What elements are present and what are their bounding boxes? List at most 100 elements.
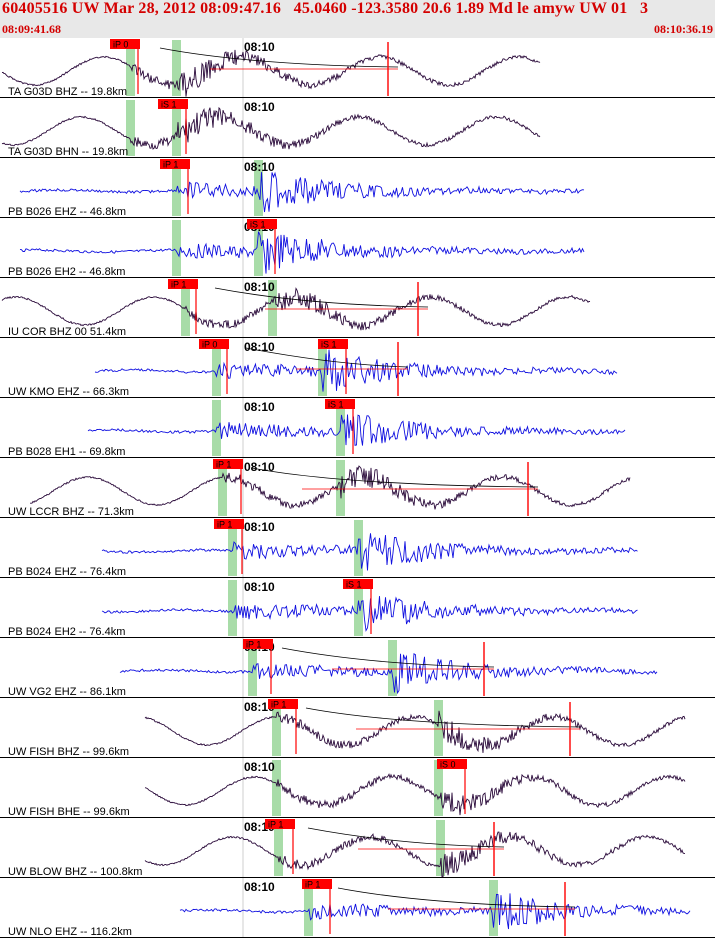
- pick-flag: [213, 459, 243, 469]
- pick-window: [436, 820, 445, 876]
- station-label: UW LCCR BHZ -- 71.3km: [8, 506, 134, 518]
- pick-window: [218, 460, 227, 516]
- waveform: [19, 231, 585, 274]
- station-label: PB B024 EHZ -- 76.4km: [8, 566, 126, 578]
- pick-flag: [318, 339, 348, 349]
- pick-flag: [437, 759, 467, 769]
- coda-curve: [307, 827, 505, 848]
- trace-row: 08:10 iS 1 TA G03D BHN -- 19.8km: [0, 98, 715, 158]
- pick-flag: [325, 399, 355, 409]
- trace-row: 08:10 iP 0 iS 1 UW KMO EHZ -- 66.3km: [0, 338, 715, 398]
- event-title: 60405516 UW Mar 28, 2012 08:09:47.16 45.…: [2, 0, 649, 17]
- station-label: UW FISH BHZ -- 99.6km: [8, 746, 129, 758]
- minute-label: 08:10: [244, 880, 275, 894]
- window-start-time: 08:09:41.68: [2, 22, 61, 36]
- pick-flag: [168, 279, 198, 289]
- waveform: [1, 106, 541, 150]
- coda-curve: [251, 467, 539, 488]
- minute-label: 08:10: [244, 580, 275, 594]
- pick-label: iS 0: [440, 760, 456, 770]
- pick-flag: [243, 639, 273, 649]
- station-label: UW BLOW BHZ -- 100.8km: [8, 866, 142, 878]
- pick-label: iP 1: [171, 280, 186, 290]
- pick-flag: [265, 819, 295, 829]
- pick-window: [434, 760, 443, 816]
- pick-label: iP 0: [113, 40, 128, 50]
- pick-window: [126, 100, 135, 156]
- pick-window: [268, 280, 277, 336]
- pick-label: iP 1: [305, 880, 320, 890]
- trace-row: 08:10 iP 0 TA G03D BHZ -- 19.8km: [0, 38, 715, 98]
- pick-label: iP 1: [246, 640, 261, 650]
- pick-label: iP 1: [217, 520, 232, 530]
- waveform: [119, 652, 658, 695]
- pick-label: iP 0: [202, 340, 217, 350]
- pick-label: iS 1: [346, 580, 362, 590]
- pick-window: [172, 40, 181, 96]
- minute-label: 08:10: [244, 100, 275, 114]
- waveform: [144, 773, 686, 816]
- pick-label: iS 1: [321, 340, 337, 350]
- station-label: PB B024 EH2 -- 76.4km: [8, 626, 125, 638]
- pick-window: [212, 340, 221, 396]
- pick-flag: [158, 99, 188, 109]
- minute-label: 08:10: [244, 520, 275, 534]
- pick-window: [254, 220, 263, 276]
- pick-window: [248, 640, 257, 696]
- pick-window: [126, 40, 135, 96]
- station-label: PB B028 EH1 -- 69.8km: [8, 446, 125, 458]
- coda-curve: [245, 347, 409, 368]
- pick-label: iS 1: [161, 100, 177, 110]
- pick-window: [318, 340, 327, 396]
- station-label: TA G03D BHZ -- 19.8km: [8, 86, 127, 98]
- coda-curve: [214, 287, 429, 308]
- pick-window: [274, 820, 283, 876]
- minute-label: 08:10: [244, 40, 275, 54]
- pick-window: [172, 220, 181, 276]
- minute-label: 08:10: [244, 340, 275, 354]
- pick-window: [272, 700, 281, 756]
- station-label: TA G03D BHN -- 19.8km: [8, 146, 128, 158]
- waveform: [94, 349, 618, 392]
- trace-row: 08:10 iS 1 PB B024 EH2 -- 76.4km: [0, 578, 715, 638]
- waveform: [30, 465, 631, 510]
- pick-flag: [160, 159, 190, 169]
- pick-window: [354, 580, 363, 636]
- pick-window: [304, 880, 313, 936]
- waveform: [1, 287, 591, 331]
- pick-label: iP 1: [216, 460, 231, 470]
- pick-label: iS 1: [328, 400, 344, 410]
- station-label: UW KMO EHZ -- 66.3km: [8, 386, 129, 398]
- pick-flag: [268, 699, 298, 709]
- waveform: [144, 710, 686, 753]
- waveform: [19, 171, 585, 213]
- waveform: [87, 414, 626, 446]
- station-label: PB B026 EH2 -- 46.8km: [8, 266, 125, 278]
- minute-label: 08:10: [244, 700, 275, 714]
- pick-label: iP 1: [271, 700, 286, 710]
- pick-flag: [302, 879, 332, 889]
- pick-window: [354, 520, 363, 576]
- pick-label: iS 1: [250, 220, 266, 230]
- trace-row: 08:10 iP 1 UW LCCR BHZ -- 71.3km: [0, 458, 715, 518]
- pick-flag: [247, 219, 277, 229]
- trace-panel: 08:10 iP 0 TA G03D BHZ -- 19.8km 08:10 iS 1 T…: [0, 38, 715, 938]
- pick-flag: [343, 579, 373, 589]
- pick-flag: [199, 339, 229, 349]
- pick-label: iP 1: [163, 160, 178, 170]
- station-label: UW VG2 EHZ -- 86.1km: [8, 686, 126, 698]
- coda-curve: [337, 887, 576, 908]
- pick-window: [228, 580, 237, 636]
- pick-window: [254, 160, 263, 216]
- trace-row: 08:10 iP 1 PB B026 EHZ -- 46.8km: [0, 158, 715, 218]
- minute-label: 08:10: [244, 460, 275, 474]
- minute-label: 08:10: [244, 160, 275, 174]
- waveform: [179, 893, 691, 930]
- minute-label: 08:10: [244, 280, 275, 294]
- pick-window: [489, 880, 498, 936]
